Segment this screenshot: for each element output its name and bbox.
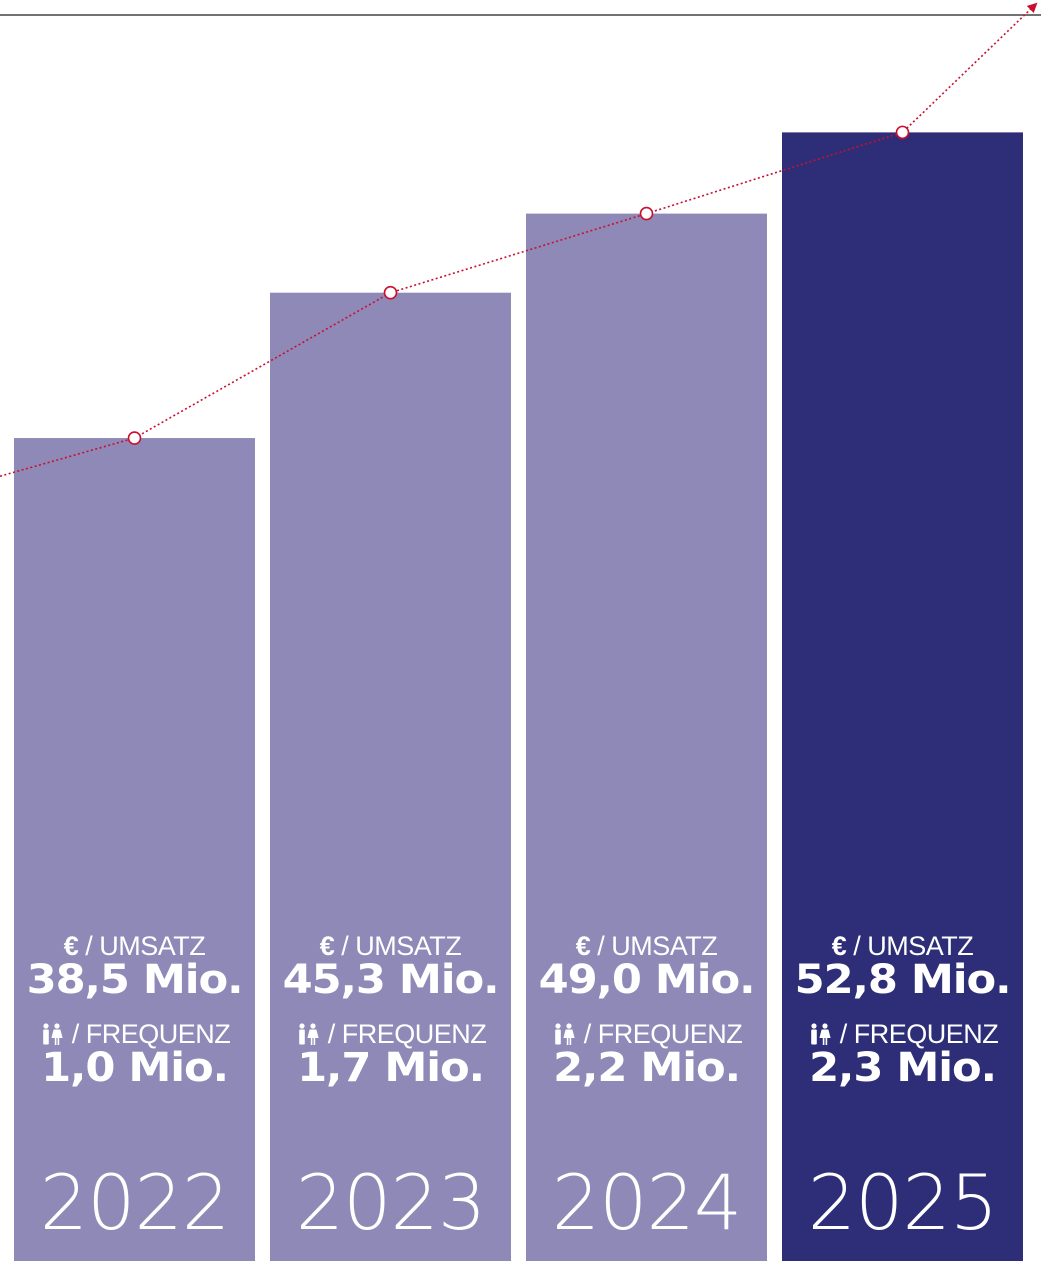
frequenz-label: / FREQUENZ bbox=[526, 1020, 767, 1048]
bar-2024 bbox=[526, 213, 767, 1261]
umsatz-value: 52,8 Mio. bbox=[794, 957, 1012, 1003]
euro-icon: € bbox=[63, 931, 79, 961]
trend-point-2025 bbox=[895, 125, 910, 140]
trend-point-2024 bbox=[639, 206, 654, 221]
year-label-2022: 2022 bbox=[39, 1158, 230, 1247]
umsatz-label: € / UMSATZ bbox=[831, 931, 974, 961]
umsatz-label: € / UMSATZ bbox=[63, 931, 206, 961]
euro-icon: € bbox=[831, 931, 847, 961]
frequenz-value: 2,3 Mio. bbox=[809, 1045, 997, 1091]
bar-label-2022: € / UMSATZ 38,5 Mio. / FREQUENZ 1,0 Mio. bbox=[14, 932, 255, 1088]
year-label-2025: 2025 bbox=[807, 1158, 998, 1247]
bar-2023 bbox=[270, 292, 511, 1261]
year-label-2023: 2023 bbox=[295, 1158, 486, 1247]
umsatz-label: € / UMSATZ bbox=[319, 931, 462, 961]
frequenz-label: / FREQUENZ bbox=[782, 1020, 1023, 1048]
umsatz-value: 45,3 Mio. bbox=[282, 957, 500, 1003]
people-icon bbox=[554, 1023, 575, 1045]
trend-line bbox=[0, 2, 1038, 478]
people-icon bbox=[298, 1023, 319, 1045]
frequenz-label: / FREQUENZ bbox=[14, 1020, 255, 1048]
frequenz-value: 2,2 Mio. bbox=[553, 1045, 741, 1091]
bar-2025 bbox=[782, 132, 1023, 1261]
umsatz-value: 38,5 Mio. bbox=[26, 957, 244, 1003]
euro-icon: € bbox=[575, 931, 591, 961]
euro-icon: € bbox=[319, 931, 335, 961]
bar-label-2023: € / UMSATZ 45,3 Mio. / FREQUENZ 1,7 Mio. bbox=[270, 932, 511, 1088]
trend-line-group bbox=[0, 2, 1038, 478]
year-label-2024: 2024 bbox=[551, 1158, 742, 1247]
bar-label-2025: € / UMSATZ 52,8 Mio. / FREQUENZ 2,3 Mio. bbox=[782, 932, 1023, 1088]
frequenz-value: 1,7 Mio. bbox=[297, 1045, 485, 1091]
frequenz-label: / FREQUENZ bbox=[270, 1020, 511, 1048]
umsatz-value: 49,0 Mio. bbox=[538, 957, 756, 1003]
bar-label-2024: € / UMSATZ 49,0 Mio. / FREQUENZ 2,2 Mio. bbox=[526, 932, 767, 1088]
umsatz-label: € / UMSATZ bbox=[575, 931, 718, 961]
people-icon bbox=[42, 1023, 63, 1045]
bar-group bbox=[14, 132, 1023, 1261]
people-icon bbox=[810, 1023, 831, 1045]
trend-point-2023 bbox=[383, 285, 398, 300]
frequenz-value: 1,0 Mio. bbox=[41, 1045, 229, 1091]
trend-point-2022 bbox=[127, 431, 142, 445]
bar-2022 bbox=[14, 438, 255, 1261]
